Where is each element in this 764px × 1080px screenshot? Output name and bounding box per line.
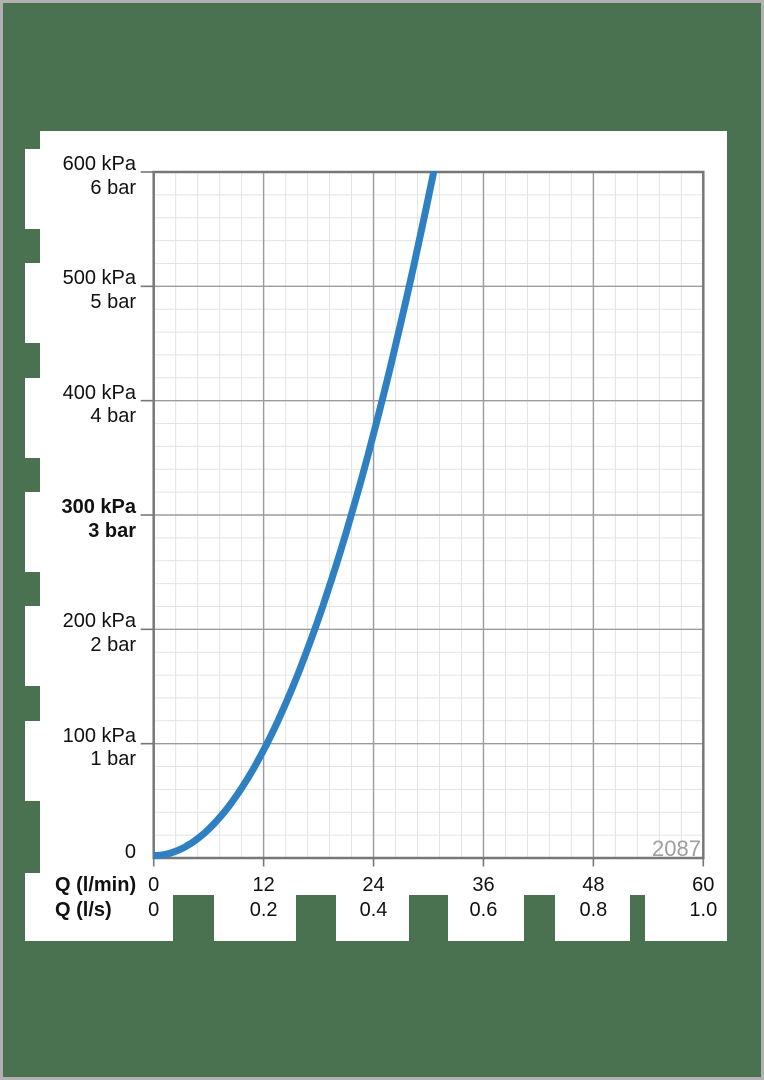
y-label-bar: 6 bar — [90, 176, 136, 199]
x-tick-label: 48 — [582, 874, 605, 896]
y-axis-label-pair: 500 kPa 5 bar — [3, 267, 136, 314]
left-label-tab — [25, 263, 40, 344]
bottom-notch — [296, 895, 336, 941]
y-axis-label-pair: 100 kPa 1 bar — [3, 725, 136, 772]
bottom-notch — [173, 895, 214, 941]
bottom-notch — [409, 895, 448, 941]
x-tick-label: 36 — [472, 874, 495, 896]
y-label-kpa: 600 kPa — [62, 153, 136, 175]
x-tick-label: 24 — [362, 874, 385, 896]
y-label-bar: 4 bar — [90, 405, 136, 428]
x-tick-label: 0 — [148, 874, 160, 896]
curve-id-label: 2087 — [652, 836, 701, 861]
x-tick-label: 0.2 — [249, 899, 278, 921]
x-axis-header-ls: Q (l/s) — [55, 899, 112, 921]
left-label-tab — [25, 492, 40, 572]
x-tick-label: 0.6 — [469, 899, 498, 921]
y-axis-label-pair: 200 kPa 2 bar — [3, 610, 136, 657]
x-axis-header-lmin: Q (l/min) — [55, 874, 137, 896]
bottom-notch — [630, 895, 645, 941]
y-label-bar: 3 bar — [88, 519, 136, 542]
y-label-kpa: 100 kPa — [62, 724, 136, 747]
y-axis-label-pair: 600 kPa 6 bar — [3, 153, 136, 200]
left-label-tab — [25, 149, 40, 229]
y-label-bar: 5 bar — [90, 290, 136, 313]
y-axis-label-pair: 300 kPa 3 bar — [3, 496, 136, 543]
y-axis-zero-label: 0 — [124, 841, 136, 863]
y-label-kpa: 200 kPa — [62, 610, 136, 633]
y-label-kpa: 400 kPa — [62, 381, 136, 404]
bottom-notch — [524, 895, 555, 941]
left-label-tab — [25, 720, 40, 801]
x-tick-label: 0 — [148, 899, 160, 921]
x-tick-label: 60 — [692, 874, 715, 896]
left-label-tab — [25, 377, 40, 458]
x-tick-label: 0.4 — [359, 899, 388, 921]
y-axis-label-pair: 400 kPa 4 bar — [3, 382, 136, 429]
left-label-tab — [25, 606, 40, 687]
chart-panel-main — [40, 131, 727, 895]
x-tick-label: 12 — [252, 874, 275, 896]
y-label-bar: 1 bar — [90, 748, 136, 771]
y-label-bar: 2 bar — [90, 633, 136, 656]
y-label-kpa: 300 kPa — [61, 496, 136, 518]
chart-panel-bottom — [25, 873, 727, 941]
x-tick-label: 0.8 — [579, 899, 608, 921]
y-label-kpa: 500 kPa — [62, 267, 136, 290]
x-tick-label: 1.0 — [689, 899, 718, 921]
